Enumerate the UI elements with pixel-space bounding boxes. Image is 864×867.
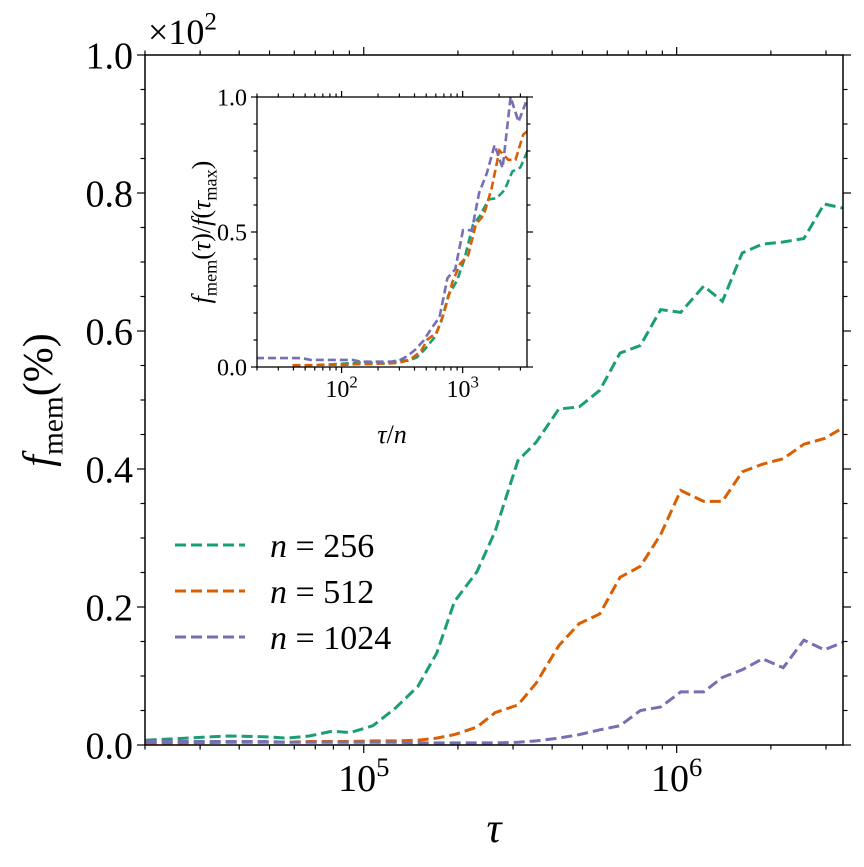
series-line-n256 bbox=[145, 202, 843, 742]
main-y-tick-label: 0.8 bbox=[86, 173, 134, 215]
legend-label-n256: n = 256 bbox=[270, 528, 374, 565]
x-axis-label: τ bbox=[486, 806, 503, 852]
inset-y-tick-label: 1.0 bbox=[217, 85, 247, 111]
legend: n = 256 n = 512 n = 1024 bbox=[175, 528, 391, 657]
series-line-n1024 bbox=[145, 638, 843, 745]
inset-y-axis-label: fmem​(τ)/f(τmax​) bbox=[187, 161, 221, 304]
main-y-tick-label: 0.6 bbox=[86, 311, 134, 353]
inset-plot-area bbox=[257, 97, 527, 367]
y-axis-label: fmem​(%) bbox=[16, 333, 70, 466]
main-y-tick-label: 0.4 bbox=[86, 449, 134, 491]
main-y-tick-label: 0.0 bbox=[86, 725, 134, 767]
inset-axes: 0.0 0.5 1.0 102​ 103​ bbox=[217, 85, 533, 403]
main-x-tick-label: 105​ bbox=[338, 752, 389, 800]
inset-frame bbox=[256, 96, 528, 368]
inset-y-tick-label: 0.0 bbox=[217, 355, 247, 381]
inset-x-tick-label: 102​ bbox=[325, 372, 357, 403]
legend-label-n1024: n = 1024 bbox=[270, 620, 391, 657]
inset-series-line-n512 bbox=[292, 129, 527, 367]
main-x-tick-label: 106​ bbox=[651, 752, 702, 800]
y-offset-text: ×102​ bbox=[148, 9, 217, 52]
legend-label-n512: n = 512 bbox=[270, 574, 374, 611]
main-y-tick-label: 1.0 bbox=[86, 35, 134, 77]
inset-series-line-n1024 bbox=[257, 97, 527, 364]
main-y-tick-label: 0.2 bbox=[86, 587, 134, 629]
inset-x-axis-label: τ/n bbox=[377, 420, 407, 449]
inset-y-tick-label: 0.5 bbox=[217, 220, 247, 246]
main-frame bbox=[144, 54, 844, 746]
inset-x-tick-label: 103​ bbox=[446, 372, 478, 403]
